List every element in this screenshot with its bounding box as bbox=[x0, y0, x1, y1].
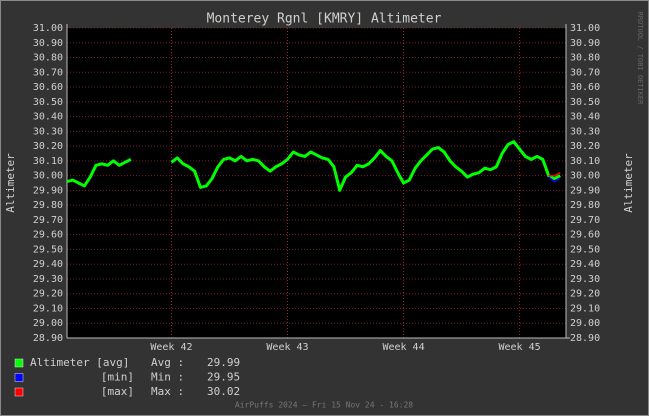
x-tick-label: Week 45 bbox=[499, 342, 541, 353]
y-tick-label: 29.00 bbox=[33, 318, 63, 329]
legend-label: [min] bbox=[101, 371, 134, 384]
chart-title: Monterey Rgnl [KMRY] Altimeter bbox=[207, 12, 442, 27]
legend-swatch bbox=[14, 373, 24, 382]
y-tick-label: 29.60 bbox=[33, 230, 63, 241]
y-tick-label: 30.60 bbox=[33, 82, 63, 93]
y-tick-label: 29.50 bbox=[33, 244, 63, 255]
legend-swatch bbox=[14, 358, 24, 368]
y2-tick-label: 30.50 bbox=[570, 97, 600, 108]
y2-tick-label: 29.70 bbox=[570, 215, 600, 226]
y2-tick-label: 28.90 bbox=[570, 333, 600, 344]
y2-tick-label: 30.80 bbox=[570, 53, 600, 64]
y2-tick-label: 30.70 bbox=[570, 67, 600, 78]
y-tick-label: 30.90 bbox=[33, 38, 63, 49]
y2-tick-label: 29.60 bbox=[570, 230, 600, 241]
x-tick-label: Week 43 bbox=[266, 342, 308, 353]
y-tick-label: 31.00 bbox=[33, 23, 63, 34]
legend-stat-label: Avg : bbox=[151, 356, 184, 369]
y-tick-label: 29.40 bbox=[33, 259, 63, 270]
y-tick-label: 30.30 bbox=[33, 126, 63, 137]
y2-tick-label: 29.30 bbox=[570, 274, 600, 285]
y-tick-label: 29.20 bbox=[33, 289, 63, 300]
y-tick-label: 29.80 bbox=[33, 200, 63, 211]
y-tick-label: 29.70 bbox=[33, 215, 63, 226]
y2-tick-label: 30.90 bbox=[570, 38, 600, 49]
y2-tick-label: 29.10 bbox=[570, 303, 600, 314]
y-tick-label: 30.40 bbox=[33, 112, 63, 123]
y-tick-label: 29.90 bbox=[33, 185, 63, 196]
series-line bbox=[548, 171, 561, 177]
legend-stat: 29.95 bbox=[207, 371, 240, 384]
legend-stat: 29.99 bbox=[207, 356, 240, 369]
y-tick-label: 30.50 bbox=[33, 97, 63, 108]
legend-label: [max] bbox=[101, 385, 134, 398]
watermark: RRDTOOL / TOBI OETIKER bbox=[636, 12, 644, 106]
y-tick-label: 28.90 bbox=[33, 333, 63, 344]
y2-tick-label: 30.20 bbox=[570, 141, 600, 152]
legend-swatch bbox=[14, 387, 24, 397]
y2-tick-label: 29.50 bbox=[570, 244, 600, 255]
footer: AirPuffs 2024 — Fri 15 Nov 24 - 16:28 bbox=[235, 401, 413, 410]
series-line bbox=[170, 140, 561, 192]
y2-tick-label: 29.90 bbox=[570, 185, 600, 196]
legend-stat: 30.02 bbox=[207, 385, 240, 398]
y-tick-label: 29.10 bbox=[33, 303, 63, 314]
series-line bbox=[66, 158, 132, 188]
y-tick-label: 30.10 bbox=[33, 156, 63, 167]
y-tick-label: 30.00 bbox=[33, 171, 63, 182]
legend-stat-label: Min : bbox=[151, 371, 184, 384]
x-tick-label: Week 42 bbox=[150, 342, 192, 353]
legend-stat-label: Max : bbox=[151, 385, 184, 398]
y-tick-label: 30.80 bbox=[33, 53, 63, 64]
plot-area bbox=[67, 28, 566, 338]
series-line bbox=[548, 176, 561, 183]
y2-tick-label: 31.00 bbox=[570, 23, 600, 34]
y2-tick-label: 30.30 bbox=[570, 126, 600, 137]
y2-axis-label: Altimeter bbox=[622, 153, 635, 213]
y-tick-label: 29.30 bbox=[33, 274, 63, 285]
y2-tick-label: 30.00 bbox=[570, 171, 600, 182]
y2-tick-label: 30.10 bbox=[570, 156, 600, 167]
y2-tick-label: 29.40 bbox=[570, 259, 600, 270]
y2-tick-label: 30.60 bbox=[570, 82, 600, 93]
y-tick-label: 30.70 bbox=[33, 67, 63, 78]
y2-tick-label: 29.80 bbox=[570, 200, 600, 211]
y2-tick-label: 30.40 bbox=[570, 112, 600, 123]
y2-tick-label: 29.20 bbox=[570, 289, 600, 300]
x-tick-label: Week 44 bbox=[382, 342, 424, 353]
y-axis-label: Altimeter bbox=[4, 153, 17, 213]
y-tick-label: 30.20 bbox=[33, 141, 63, 152]
y2-tick-label: 29.00 bbox=[570, 318, 600, 329]
legend-label: Altimeter [avg] bbox=[30, 356, 129, 369]
